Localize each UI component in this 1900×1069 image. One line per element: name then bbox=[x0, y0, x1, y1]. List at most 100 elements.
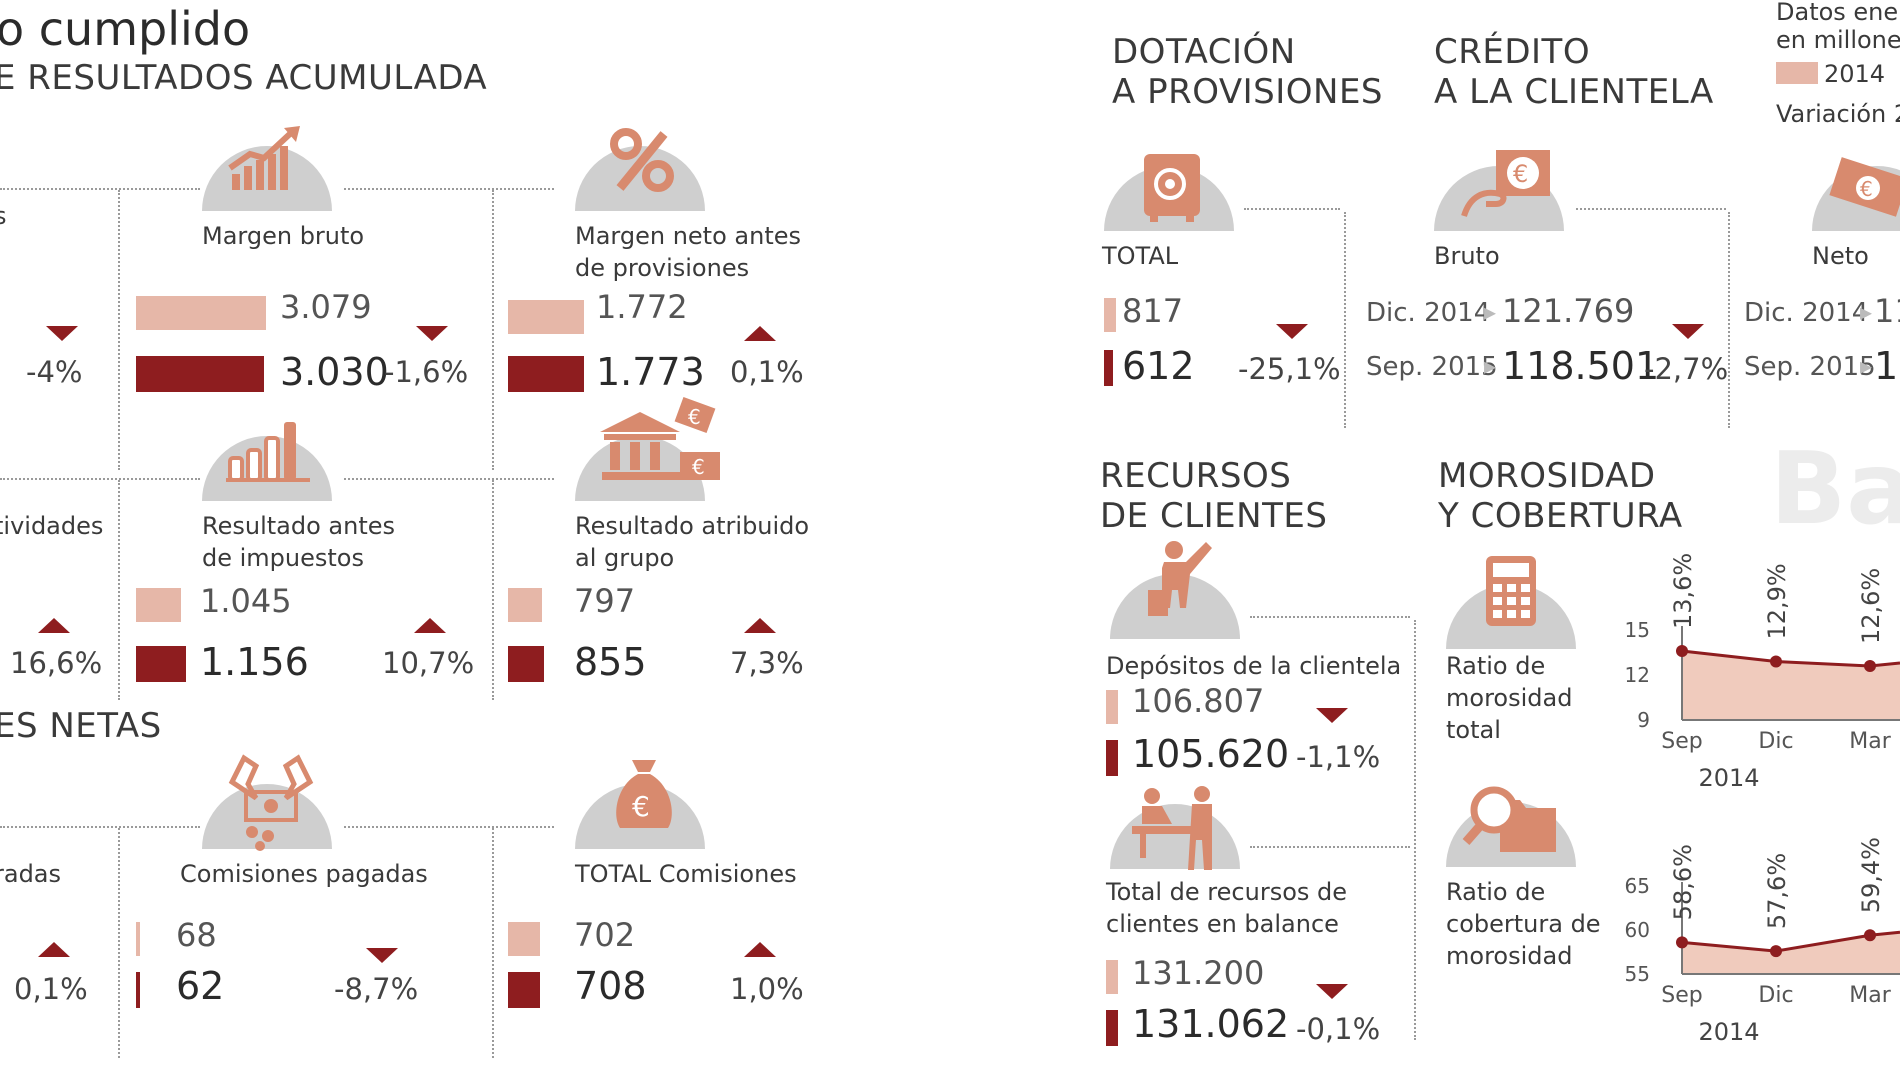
data-label: 12,6% bbox=[1857, 568, 1885, 644]
down-arrow-icon bbox=[1316, 984, 1348, 999]
divider bbox=[0, 188, 200, 190]
svg-text:€: € bbox=[692, 455, 705, 479]
down-arrow-icon bbox=[416, 326, 448, 341]
resultado-grupo-pct: 7,3% bbox=[730, 646, 804, 680]
banknotes-icon: € bbox=[1829, 157, 1900, 217]
credito-title1: CRÉDITO bbox=[1434, 32, 1591, 72]
total-comisiones-label: TOTAL Comisiones bbox=[575, 860, 797, 888]
divider bbox=[1250, 616, 1410, 618]
neto-label: Neto bbox=[1812, 242, 1869, 270]
morosidad-title2: Y COBERTURA bbox=[1438, 496, 1683, 536]
divider bbox=[492, 480, 494, 700]
x-tick-label: Mar bbox=[1849, 983, 1891, 1008]
divider bbox=[1344, 212, 1346, 428]
data-point bbox=[1676, 645, 1688, 657]
depositos-2014: 106.807 bbox=[1132, 682, 1265, 720]
resultado-antes-bar-2014 bbox=[136, 588, 182, 622]
divider bbox=[1244, 208, 1340, 210]
watermark: Ba bbox=[1770, 430, 1900, 547]
margen-neto-2015: 1.773 bbox=[596, 350, 705, 394]
divider bbox=[344, 826, 554, 828]
margen-neto-label1: Margen neto antes bbox=[575, 222, 801, 250]
x-tick-label: Sep bbox=[1661, 729, 1702, 754]
total-bar-2014 bbox=[1104, 298, 1116, 332]
total-2014: 817 bbox=[1122, 292, 1184, 330]
bruto-v2: 118.501 bbox=[1502, 344, 1660, 388]
divider bbox=[0, 826, 200, 828]
hands-money-icon bbox=[228, 754, 314, 851]
resultado-grupo-bar-2014 bbox=[508, 588, 542, 622]
divider bbox=[118, 190, 120, 470]
x-tick-label: Sep bbox=[1661, 983, 1702, 1008]
down-arrow-icon bbox=[1316, 708, 1348, 723]
depositos-2015: 105.620 bbox=[1132, 732, 1290, 776]
margen-bruto-pct: -1,6% bbox=[384, 355, 469, 389]
safe-icon bbox=[1144, 154, 1200, 222]
metric2-pct: 16,6% bbox=[10, 646, 103, 680]
depositos-label: Depósitos de la clientela bbox=[1106, 652, 1402, 680]
comisiones-pagadas-2014: 68 bbox=[176, 916, 217, 954]
depositos-bar-2014 bbox=[1106, 690, 1118, 724]
divider bbox=[492, 190, 494, 470]
ratio-morosidad-l3: total bbox=[1446, 716, 1501, 744]
down-arrow-icon bbox=[1276, 324, 1308, 339]
recursos-title1: RECURSOS bbox=[1100, 456, 1292, 496]
legend-swatch-2014 bbox=[1776, 62, 1818, 84]
resultado-antes-label2: de impuestos bbox=[202, 544, 364, 572]
total-comisiones-pct: 1,0% bbox=[730, 972, 804, 1006]
metric1-label: s bbox=[0, 202, 7, 230]
legend-variation: Variación 2 bbox=[1776, 100, 1900, 128]
year-label: 2014 bbox=[1698, 1018, 1759, 1046]
folder-search-icon bbox=[1462, 786, 1556, 852]
total-comisiones-bar-2015 bbox=[508, 972, 540, 1008]
legend-line2: en millone bbox=[1776, 26, 1900, 54]
data-label: 59,4% bbox=[1857, 837, 1885, 913]
cobertura-chart: 58,6% Sep 57,6% Dic 59,4% Mar 65 60 55 2014 bbox=[1625, 837, 1900, 1046]
y-tick-label: 65 bbox=[1625, 874, 1650, 898]
resultado-grupo-bar-2015 bbox=[508, 646, 544, 682]
dotacion-title2: A PROVISIONES bbox=[1112, 72, 1384, 112]
metric3-pct: 0,1% bbox=[14, 972, 88, 1006]
neto-date1: Dic. 2014 bbox=[1744, 298, 1869, 328]
divider bbox=[344, 188, 554, 190]
up-arrow-icon bbox=[38, 942, 70, 957]
neto-v1: 11 bbox=[1874, 292, 1900, 330]
hand-euro-icon: € bbox=[1461, 150, 1550, 218]
data-point bbox=[1676, 936, 1688, 949]
caret-right-icon: ▸ bbox=[1860, 298, 1873, 326]
divider bbox=[1728, 212, 1730, 428]
metric2-label: tividades bbox=[0, 512, 104, 540]
divider bbox=[1414, 620, 1416, 1040]
comisiones-pagadas-2015: 62 bbox=[176, 964, 225, 1008]
ratio-cobertura-l3: morosidad bbox=[1446, 942, 1573, 970]
caret-right-icon: ▸ bbox=[1484, 298, 1497, 326]
total-comisiones-2015: 708 bbox=[574, 964, 647, 1008]
margen-neto-bar-2015 bbox=[508, 356, 584, 392]
bruto-pct: -2,7% bbox=[1644, 352, 1729, 386]
dotacion-title1: DOTACIÓN bbox=[1112, 32, 1296, 72]
resultado-antes-2015: 1.156 bbox=[200, 640, 309, 684]
up-arrow-icon bbox=[744, 942, 776, 957]
ratio-cobertura-l2: cobertura de bbox=[1446, 910, 1601, 938]
recursos-title2: DE CLIENTES bbox=[1100, 496, 1328, 536]
y-tick-label: 60 bbox=[1625, 918, 1650, 942]
svg-text:€: € bbox=[1513, 160, 1528, 188]
total-pct: -25,1% bbox=[1238, 352, 1341, 386]
down-arrow-icon bbox=[1672, 324, 1704, 339]
area-fill bbox=[1682, 651, 1900, 720]
total-recursos-2015: 131.062 bbox=[1132, 1002, 1290, 1046]
margen-bruto-bar-2015 bbox=[136, 356, 264, 392]
comisiones-pagadas-bar-2014 bbox=[136, 922, 140, 956]
total-recursos-label2: clientes en balance bbox=[1106, 910, 1339, 938]
margen-neto-pct: 0,1% bbox=[730, 355, 804, 389]
metric1-pct: -4% bbox=[26, 355, 83, 389]
area-fill bbox=[1682, 932, 1900, 974]
legend-line1: Datos ener bbox=[1776, 0, 1900, 26]
resultado-antes-bar-2015 bbox=[136, 646, 186, 682]
morosidad-chart: 13,6% Sep 12,9% Dic 12,6% Mar 15 12 9 2014 bbox=[1625, 553, 1900, 792]
margen-neto-bar-2014 bbox=[508, 300, 584, 334]
resultado-grupo-label1: Resultado atribuido bbox=[575, 512, 810, 540]
data-label: 58,6% bbox=[1669, 844, 1697, 920]
margen-bruto-bar-2014 bbox=[136, 296, 266, 330]
depositos-bar-2015 bbox=[1106, 740, 1118, 776]
